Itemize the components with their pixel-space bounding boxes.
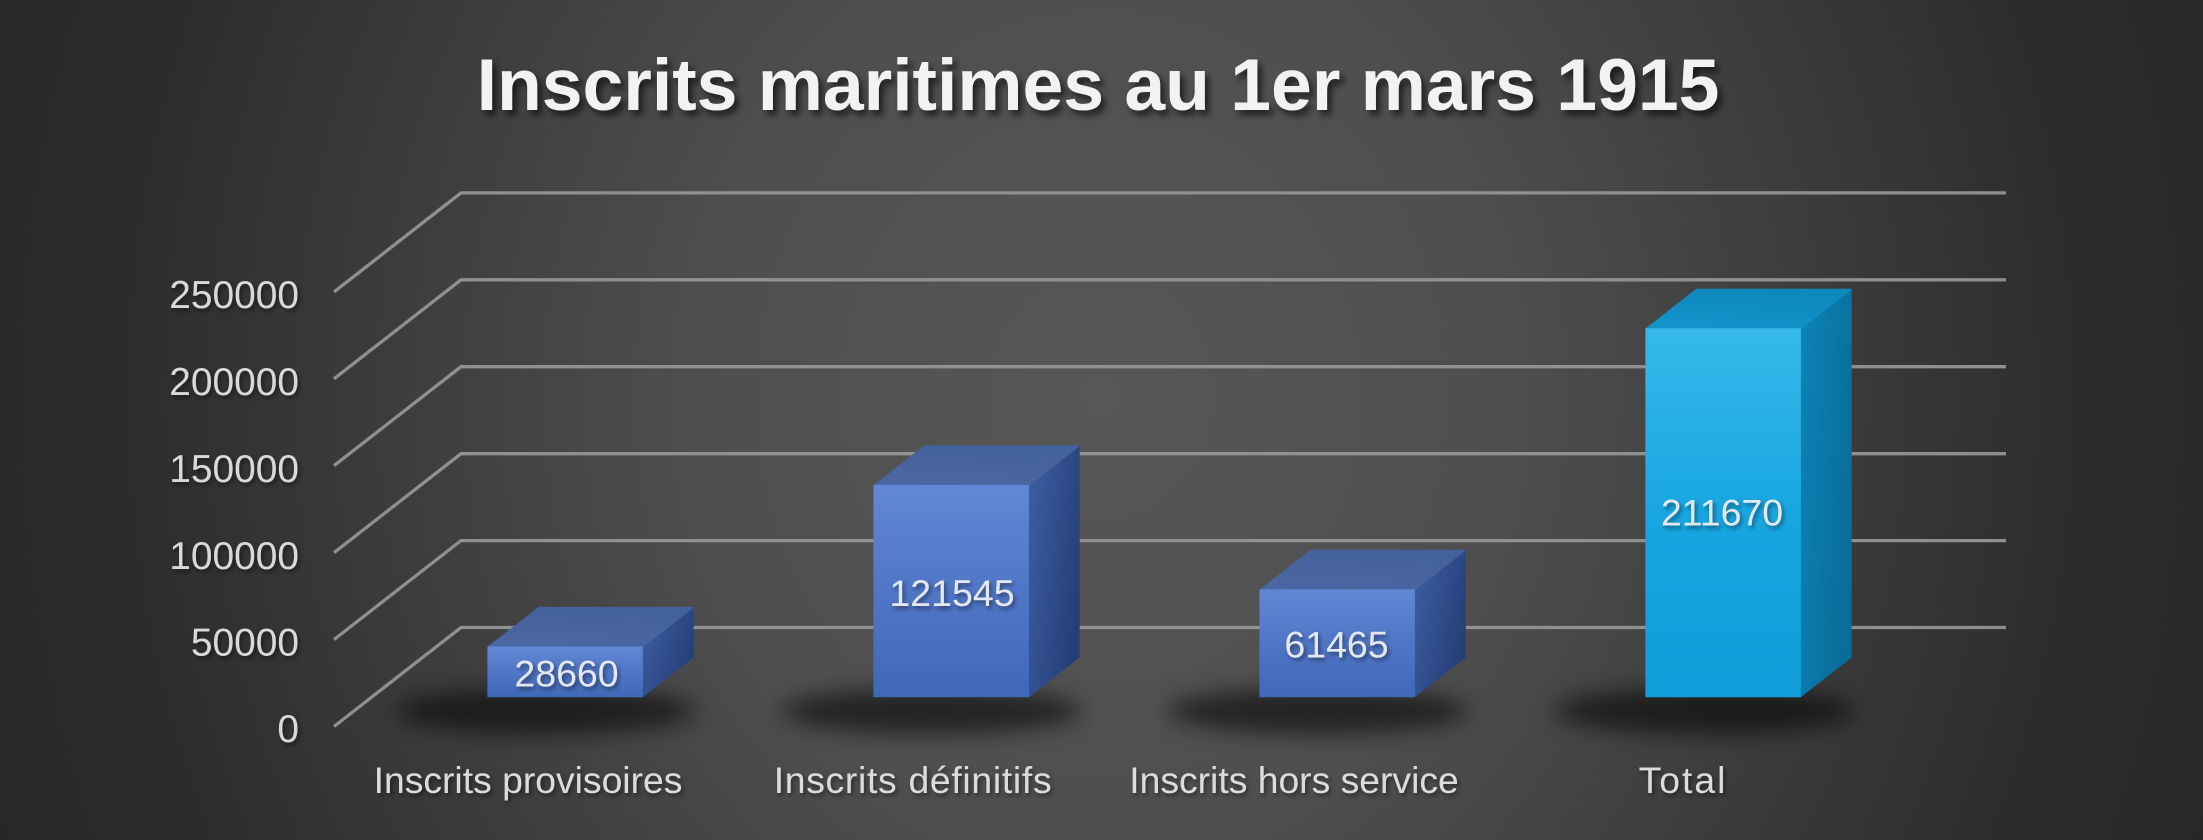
svg-text:Inscrits définitifs: Inscrits définitifs [774,759,1053,801]
svg-text:211670: 211670 [1661,492,1783,534]
svg-text:28660: 28660 [514,653,618,695]
svg-text:150000: 150000 [169,448,299,491]
svg-text:Inscrits maritimes au 1er mars: Inscrits maritimes au 1er mars 1915 [477,44,1720,126]
svg-text:121545: 121545 [889,572,1014,614]
svg-text:100000: 100000 [169,535,299,578]
svg-text:50000: 50000 [191,621,299,664]
svg-text:61465: 61465 [1284,624,1388,666]
svg-text:0: 0 [277,708,299,751]
svg-text:Inscrits hors service: Inscrits hors service [1129,759,1459,801]
svg-text:250000: 250000 [169,274,299,317]
svg-text:Total: Total [1639,759,1728,801]
svg-text:200000: 200000 [169,361,299,404]
svg-text:Inscrits provisoires: Inscrits provisoires [374,759,683,801]
